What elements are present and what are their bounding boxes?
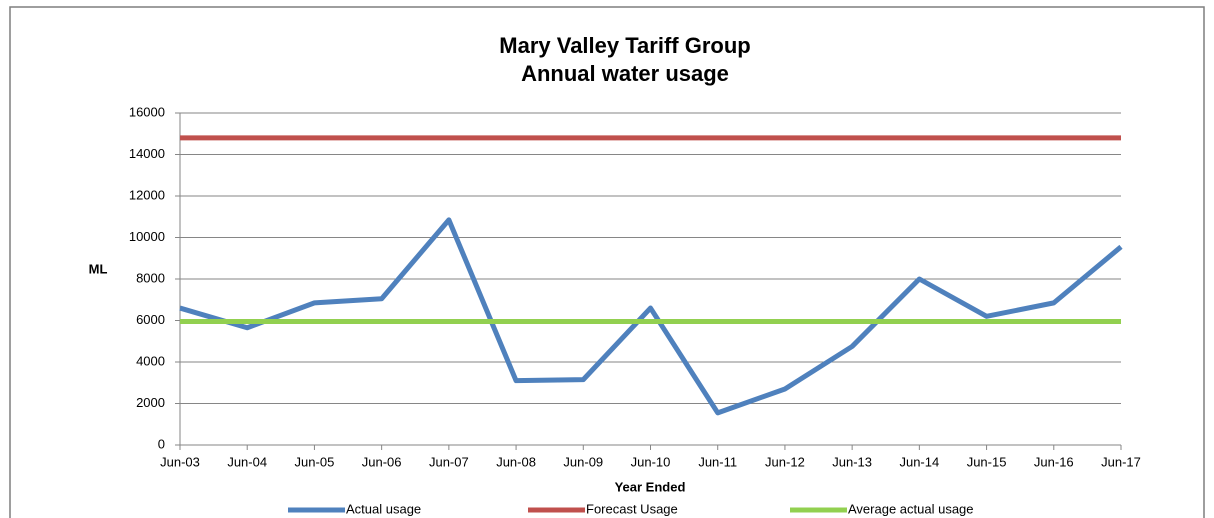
chart-subtitle: Annual water usage (521, 61, 729, 86)
y-tick-label: 14000 (129, 146, 165, 161)
x-tick-label: Jun-16 (1034, 454, 1074, 469)
x-tick-label: Jun-12 (765, 454, 805, 469)
y-axis-label: ML (89, 261, 108, 276)
y-tick-label: 4000 (136, 353, 165, 368)
x-tick-label: Jun-08 (496, 454, 536, 469)
y-tick-label: 6000 (136, 312, 165, 327)
x-tick-label: Jun-09 (563, 454, 603, 469)
y-tick-label: 8000 (136, 270, 165, 285)
x-tick-label: Jun-03 (160, 454, 200, 469)
x-tick-label: Jun-14 (899, 454, 939, 469)
y-tick-label: 12000 (129, 187, 165, 202)
legend-label: Forecast Usage (586, 501, 678, 516)
y-tick-label: 16000 (129, 104, 165, 119)
x-tick-label: Jun-05 (295, 454, 335, 469)
chart-title: Mary Valley Tariff Group (499, 33, 750, 58)
x-tick-label: Jun-11 (698, 454, 737, 469)
x-tick-label: Jun-15 (967, 454, 1007, 469)
x-tick-label: Jun-10 (631, 454, 671, 469)
legend-label: Actual usage (346, 501, 421, 516)
series-line (179, 217, 1123, 416)
chart-frame (9, 6, 1205, 518)
x-axis-label: Year Ended (615, 479, 686, 494)
y-tick-label: 2000 (136, 395, 165, 410)
x-tick-label: Jun-07 (429, 454, 469, 469)
y-tick-label: 0 (158, 436, 165, 451)
x-tick-label: Jun-04 (227, 454, 267, 469)
x-tick-label: Jun-13 (832, 454, 872, 469)
x-tick-label: Jun-06 (362, 454, 402, 469)
legend-label: Average actual usage (848, 501, 974, 516)
y-tick-label: 10000 (129, 229, 165, 244)
x-tick-label: Jun-17 (1101, 454, 1141, 469)
